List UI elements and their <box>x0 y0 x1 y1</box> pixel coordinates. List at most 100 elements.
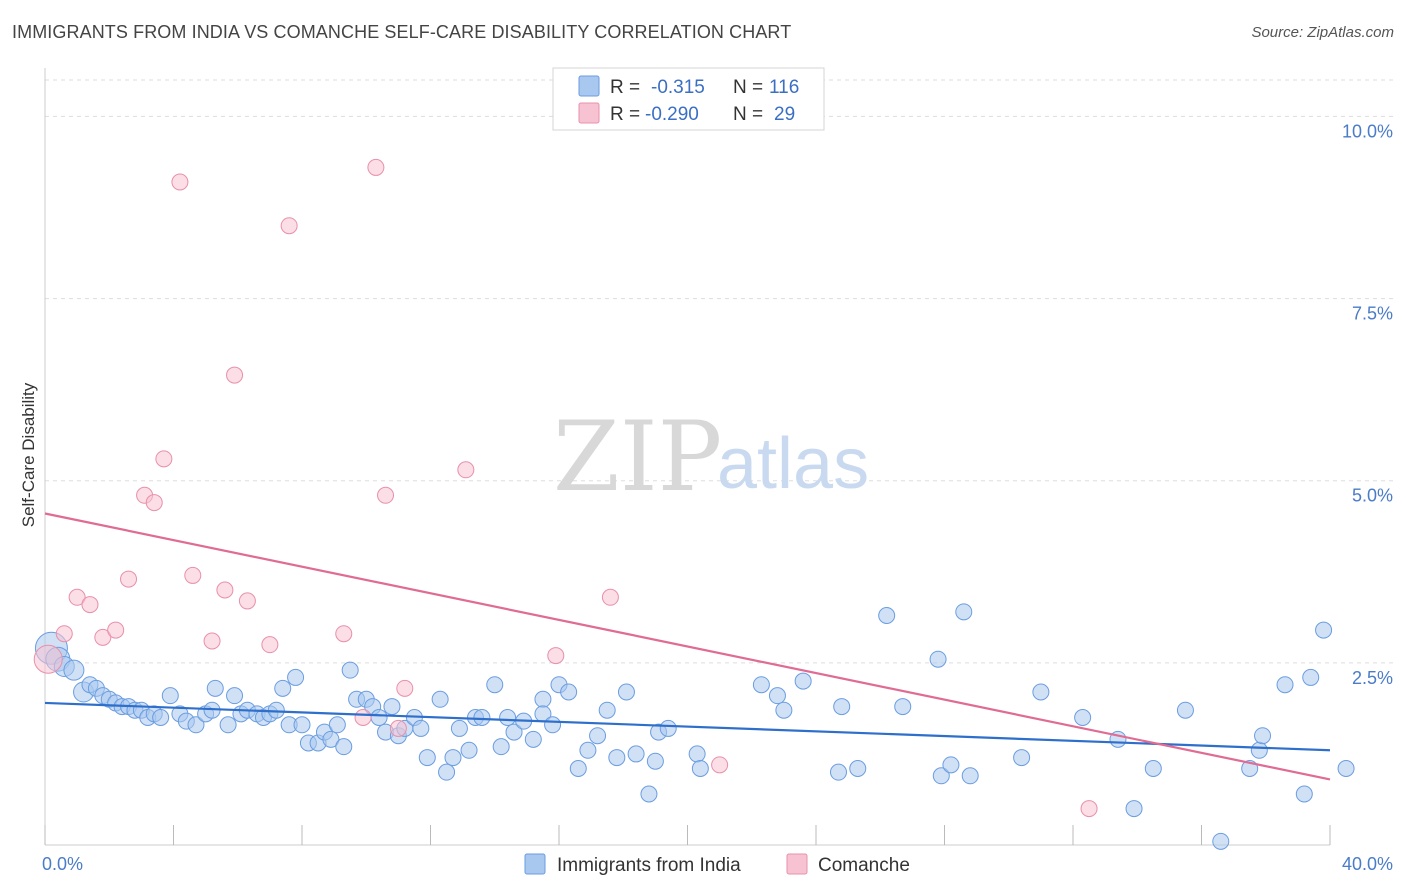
india-point-67 <box>534 690 552 708</box>
legend-swatch-pink <box>578 102 600 124</box>
bottom-legend-swatch-india <box>524 853 546 875</box>
india-point-57 <box>450 719 468 737</box>
india-point-3 <box>63 659 85 681</box>
india-point-96 <box>942 756 960 774</box>
india-point-108 <box>1250 741 1268 759</box>
india-point-109 <box>1254 727 1272 745</box>
comanche-point-16 <box>261 636 279 654</box>
trend-lines <box>44 512 1331 781</box>
india-point-110 <box>1276 676 1294 694</box>
comanche-point-17 <box>280 217 298 235</box>
watermark-zip: ZIP <box>553 401 722 513</box>
comanche-point-8 <box>145 494 163 512</box>
india-point-55 <box>438 763 456 781</box>
legend-n-value-1: 116 <box>769 77 799 98</box>
india-point-58 <box>460 741 478 759</box>
india-point-100 <box>1032 683 1050 701</box>
source-credit: Source: ZipAtlas.com <box>1251 24 1394 41</box>
bottom-legend-label-comanche: Comanche <box>818 855 910 876</box>
india-point-71 <box>560 683 578 701</box>
india-point-34 <box>287 668 305 686</box>
x-tick-labels: 0.0% 40.0% <box>42 854 1393 874</box>
india-trend-line <box>44 701 1331 752</box>
india-point-106 <box>1212 832 1230 850</box>
india-point-88 <box>794 672 812 690</box>
india-point-20 <box>187 716 205 734</box>
india-point-42 <box>341 661 359 679</box>
comanche-point-28 <box>1080 800 1098 818</box>
india-point-84 <box>691 760 709 777</box>
x-tick-label-1: 40.0% <box>1342 854 1393 874</box>
india-point-41 <box>335 738 353 756</box>
axes <box>44 68 1331 846</box>
legend-n-value-2: 29 <box>774 104 795 125</box>
india-point-87 <box>775 701 793 719</box>
comanche-point-9 <box>155 450 173 468</box>
comanche-point-21 <box>377 486 395 504</box>
india-point-90 <box>833 698 851 716</box>
india-point-77 <box>617 683 635 701</box>
india-point-105 <box>1176 701 1194 719</box>
india-point-93 <box>894 698 912 716</box>
india-point-53 <box>418 749 436 767</box>
india-point-56 <box>444 749 462 767</box>
y-tick-label-1: 5.0% <box>1352 486 1393 506</box>
comanche-point-2 <box>68 588 86 606</box>
india-point-99 <box>1013 749 1031 767</box>
comanche-point-0 <box>33 644 63 674</box>
comanche-point-25 <box>547 647 565 665</box>
watermark-atlas: atlas <box>717 424 869 504</box>
comanche-point-4 <box>94 628 112 646</box>
india-point-80 <box>646 752 664 770</box>
comanche-point-1 <box>55 625 73 643</box>
series-legend: Immigrants from India Comanche <box>524 853 910 876</box>
comanche-point-20 <box>367 158 385 176</box>
india-point-73 <box>579 741 597 759</box>
india-point-62 <box>492 738 510 756</box>
india-point-60 <box>473 709 491 726</box>
india-point-92 <box>878 607 896 624</box>
india-point-79 <box>640 785 658 803</box>
india-point-23 <box>206 679 224 697</box>
india-point-54 <box>431 690 449 708</box>
comanche-point-13 <box>216 581 234 599</box>
comanche-point-15 <box>238 592 256 610</box>
comanche-point-24 <box>457 461 475 479</box>
india-point-39 <box>322 730 340 748</box>
comanche-point-14 <box>226 366 244 384</box>
bottom-legend-label-india: Immigrants from India <box>557 855 741 876</box>
india-point-61 <box>486 676 504 694</box>
india-point-97 <box>955 603 973 621</box>
india-point-63 <box>499 709 517 726</box>
y-axis-title: Self-Care Disability <box>19 382 38 527</box>
india-point-32 <box>274 679 292 697</box>
comanche-point-18 <box>335 625 353 643</box>
india-point-85 <box>752 676 770 694</box>
india-point-64 <box>505 723 523 741</box>
legend-r-label-1: R = <box>610 77 640 98</box>
comanche-point-10 <box>171 173 189 191</box>
india-point-82 <box>659 719 677 737</box>
comanche-point-6 <box>120 570 138 588</box>
india-point-83 <box>688 745 706 763</box>
india-point-112 <box>1302 668 1320 686</box>
india-point-103 <box>1125 800 1143 818</box>
stats-legend: R = -0.315 N = 116 R = -0.290 N = 29 <box>552 67 825 131</box>
india-point-89 <box>829 763 847 781</box>
comanche-point-19 <box>354 709 372 726</box>
y-tick-label-0: 2.5% <box>1352 668 1393 688</box>
legend-r-value-2: -0.290 <box>645 104 699 125</box>
y-tick-labels: 2.5% 5.0% 7.5% 10.0% <box>1342 121 1393 687</box>
comanche-point-26 <box>601 588 619 606</box>
india-point-78 <box>627 745 645 763</box>
india-point-66 <box>524 730 542 748</box>
comanche-point-23 <box>396 679 414 697</box>
india-point-76 <box>608 749 626 767</box>
india-point-40 <box>328 716 346 734</box>
india-point-101 <box>1074 709 1092 726</box>
comanche-trend-line <box>44 512 1331 781</box>
india-point-113 <box>1315 621 1333 639</box>
watermark: ZIP atlas <box>553 401 869 513</box>
india-point-72 <box>569 760 587 777</box>
legend-r-value-1: -0.315 <box>651 77 705 98</box>
